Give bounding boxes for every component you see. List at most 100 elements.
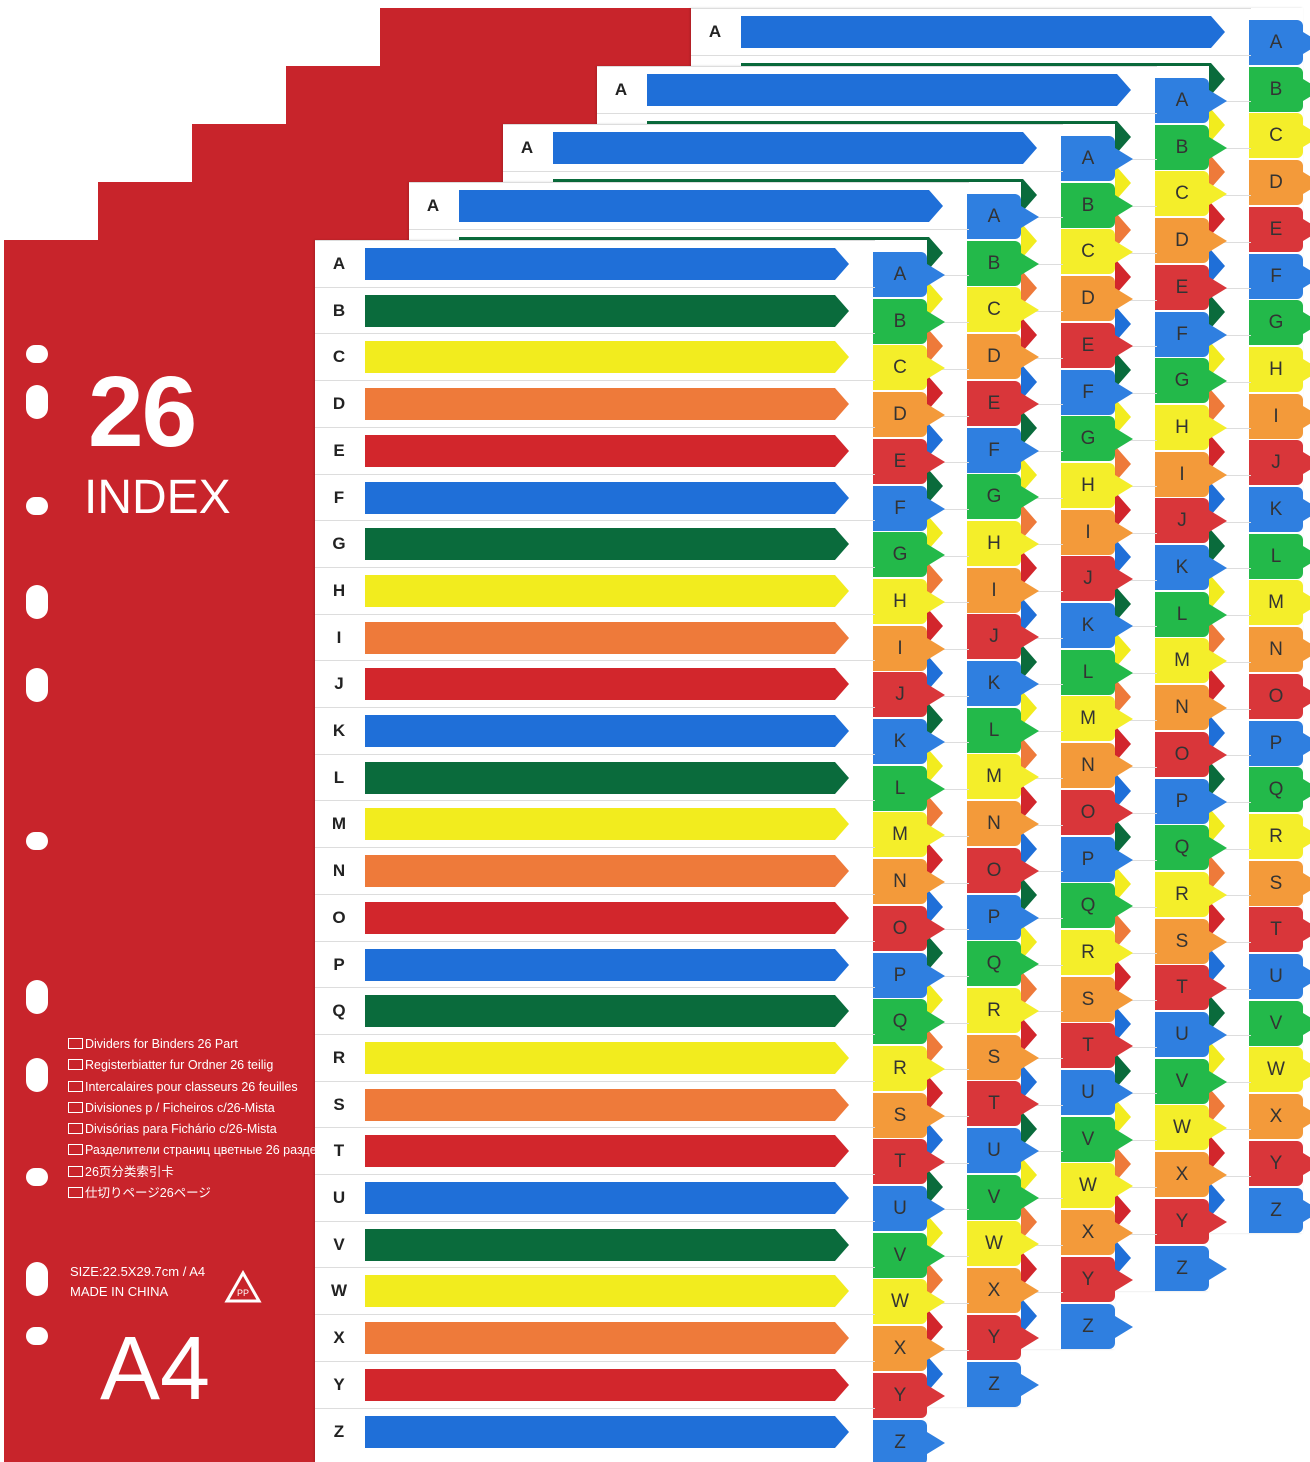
index-tab[interactable]: G xyxy=(967,474,1021,520)
index-tab[interactable]: O xyxy=(967,847,1021,893)
index-tab[interactable]: Q xyxy=(1155,825,1209,871)
index-tab[interactable]: L xyxy=(1061,649,1115,695)
index-tab[interactable]: A xyxy=(1155,78,1209,123)
index-tab[interactable]: S xyxy=(1155,918,1209,964)
index-tab[interactable]: E xyxy=(967,380,1021,426)
index-tab[interactable]: Y xyxy=(1155,1198,1209,1244)
index-tab[interactable]: R xyxy=(1155,871,1209,917)
index-tab[interactable]: X xyxy=(967,1268,1021,1314)
index-tab[interactable]: Z xyxy=(1249,1187,1303,1233)
index-tab[interactable]: M xyxy=(967,754,1021,800)
index-tab[interactable]: T xyxy=(1249,907,1303,953)
index-tab[interactable]: Y xyxy=(873,1372,927,1418)
index-tab[interactable]: K xyxy=(1249,487,1303,532)
index-tab[interactable]: B xyxy=(873,298,927,344)
index-tab[interactable]: F xyxy=(1061,369,1115,415)
index-tab[interactable]: L xyxy=(873,765,927,811)
index-tab[interactable]: J xyxy=(1061,556,1115,602)
index-tab[interactable]: Z xyxy=(873,1419,927,1462)
index-tab[interactable]: A xyxy=(1061,136,1115,181)
index-tab[interactable]: Q xyxy=(1061,883,1115,929)
index-tab[interactable]: X xyxy=(1249,1094,1303,1140)
index-tab[interactable]: U xyxy=(1249,954,1303,999)
index-tab[interactable]: O xyxy=(873,905,927,951)
index-tab[interactable]: Y xyxy=(1249,1140,1303,1186)
index-tab[interactable]: G xyxy=(1061,416,1115,462)
index-tab[interactable]: Q xyxy=(1249,767,1303,813)
index-tab[interactable]: V xyxy=(1249,1000,1303,1046)
index-tab[interactable]: D xyxy=(967,334,1021,380)
index-tab[interactable]: S xyxy=(873,1092,927,1138)
index-tab[interactable]: Z xyxy=(1155,1245,1209,1291)
index-tab[interactable]: M xyxy=(1061,696,1115,742)
index-tab[interactable]: C xyxy=(1155,171,1209,217)
index-tab[interactable]: N xyxy=(873,859,927,905)
index-tab[interactable]: E xyxy=(1249,206,1303,252)
index-tab[interactable]: P xyxy=(1249,720,1303,766)
index-tab[interactable]: J xyxy=(1249,440,1303,486)
index-tab[interactable]: O xyxy=(1155,731,1209,777)
index-tab[interactable]: D xyxy=(873,392,927,438)
index-tab[interactable]: I xyxy=(873,625,927,671)
index-tab[interactable]: Q xyxy=(873,999,927,1045)
index-tab[interactable]: P xyxy=(1155,778,1209,824)
index-tab[interactable]: B xyxy=(1061,182,1115,228)
index-tab[interactable]: T xyxy=(967,1081,1021,1127)
index-tab[interactable]: V xyxy=(873,1232,927,1278)
index-tab[interactable]: A xyxy=(873,252,927,297)
index-tab[interactable]: J xyxy=(1155,498,1209,544)
index-tab[interactable]: H xyxy=(967,520,1021,566)
index-tab[interactable]: Y xyxy=(967,1314,1021,1360)
index-tab[interactable]: L xyxy=(967,707,1021,753)
index-tab[interactable]: N xyxy=(967,801,1021,847)
index-tab[interactable]: C xyxy=(1249,113,1303,159)
index-tab[interactable]: D xyxy=(1061,276,1115,322)
index-tab[interactable]: X xyxy=(873,1326,927,1372)
index-tab[interactable]: F xyxy=(1249,253,1303,299)
index-tab[interactable]: I xyxy=(1155,451,1209,497)
index-tab[interactable]: S xyxy=(967,1034,1021,1080)
index-tab[interactable]: L xyxy=(1155,591,1209,637)
index-tab[interactable]: E xyxy=(1155,264,1209,310)
index-tab[interactable]: V xyxy=(1061,1116,1115,1162)
index-tab[interactable]: M xyxy=(1249,580,1303,626)
index-tab[interactable]: N xyxy=(1249,627,1303,673)
index-tab[interactable]: T xyxy=(873,1139,927,1185)
index-tab[interactable]: R xyxy=(1061,929,1115,975)
index-tab[interactable]: M xyxy=(1155,638,1209,684)
index-tab[interactable]: T xyxy=(1061,1023,1115,1069)
index-tab[interactable]: X xyxy=(1155,1152,1209,1198)
index-tab[interactable]: K xyxy=(873,719,927,764)
index-tab[interactable]: B xyxy=(1249,66,1303,112)
index-tab[interactable]: W xyxy=(873,1279,927,1325)
index-tab[interactable]: U xyxy=(1155,1012,1209,1057)
index-tab[interactable]: J xyxy=(967,614,1021,660)
index-tab[interactable]: A xyxy=(1249,20,1303,65)
index-tab[interactable]: X xyxy=(1061,1210,1115,1256)
index-tab[interactable]: R xyxy=(1249,813,1303,859)
index-tab[interactable]: C xyxy=(1061,229,1115,275)
index-tab[interactable]: C xyxy=(967,287,1021,333)
index-tab[interactable]: D xyxy=(1249,160,1303,206)
index-tab[interactable]: P xyxy=(967,894,1021,940)
index-tab[interactable]: V xyxy=(967,1174,1021,1220)
index-tab[interactable]: Z xyxy=(967,1361,1021,1407)
index-tab[interactable]: W xyxy=(1249,1047,1303,1093)
index-tab[interactable]: H xyxy=(1249,346,1303,392)
index-tab[interactable]: I xyxy=(967,567,1021,613)
index-tab[interactable]: U xyxy=(1061,1070,1115,1115)
index-tab[interactable]: C xyxy=(873,345,927,391)
index-tab[interactable]: O xyxy=(1061,789,1115,835)
index-tab[interactable]: F xyxy=(873,485,927,531)
index-tab[interactable]: Y xyxy=(1061,1256,1115,1302)
index-tab[interactable]: Z xyxy=(1061,1303,1115,1349)
index-tab[interactable]: J xyxy=(873,672,927,718)
index-tab[interactable]: K xyxy=(1061,603,1115,648)
index-tab[interactable]: T xyxy=(1155,965,1209,1011)
index-tab[interactable]: B xyxy=(967,240,1021,286)
index-tab[interactable]: L xyxy=(1249,533,1303,579)
index-tab[interactable]: S xyxy=(1061,976,1115,1022)
index-tab[interactable]: P xyxy=(1061,836,1115,882)
index-tab[interactable]: V xyxy=(1155,1058,1209,1104)
index-tab[interactable]: M xyxy=(873,812,927,858)
